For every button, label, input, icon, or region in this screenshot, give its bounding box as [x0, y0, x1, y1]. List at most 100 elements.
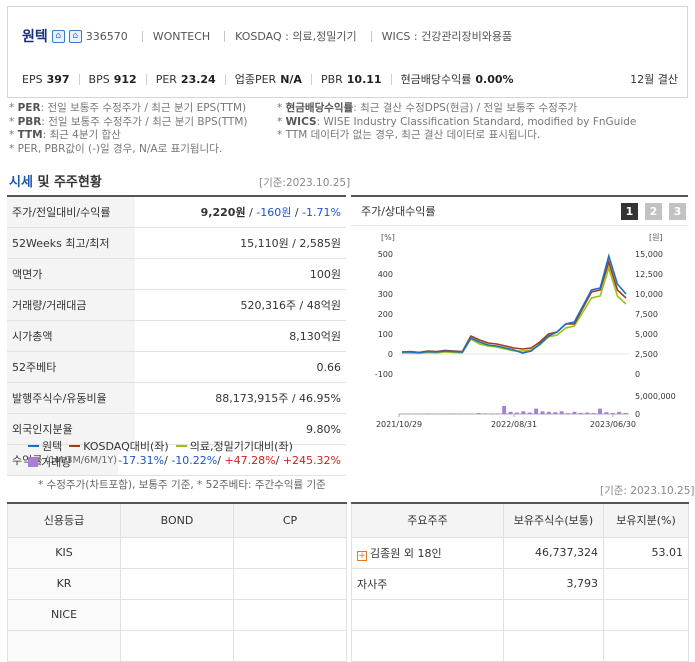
chart-title: 주가/상대수익률: [361, 203, 436, 219]
home-icon[interactable]: ⌂: [52, 30, 65, 43]
holder-shares: [504, 630, 604, 661]
right-tick-label: 12,500: [635, 270, 663, 279]
credit-agency: KIS: [8, 537, 121, 568]
metric-value: 23.24: [181, 73, 216, 86]
series-line: [402, 262, 626, 352]
metric-per: PER 23.24: [156, 73, 216, 86]
price-row-label: 시가총액: [7, 321, 135, 351]
volume-bar: [496, 413, 500, 414]
chart-page-2[interactable]: 2: [645, 203, 662, 220]
holder-name[interactable]: +김종원 외 18인: [352, 537, 504, 568]
market-sector: KOSDAQ : 의료,정밀기기: [235, 28, 356, 44]
volume-bar: [426, 413, 430, 414]
homepage-icon[interactable]: ⌂: [69, 30, 82, 43]
holder-name: [352, 630, 504, 661]
note-line: * WICS: WISE Industry Classification Sta…: [277, 116, 636, 130]
price-row-value: 88,173,915주 / 46.95%: [135, 390, 346, 406]
right-tick-label: 15,000: [635, 250, 663, 259]
metric-value: 10.11: [347, 73, 382, 86]
holder-row: [352, 599, 689, 630]
expand-plus-icon[interactable]: +: [357, 551, 367, 561]
volume-bar: [477, 413, 481, 414]
holder-row: [352, 630, 689, 661]
notes-right: * 현금배당수익률: 최근 결산 수정DPS(현금) / 전일 보통주 수정주가…: [277, 102, 636, 143]
metric-key: PER: [156, 73, 177, 86]
note-line: * PBR: 전일 보통주 수정주가 / 최근 분기 BPS(TTM): [9, 116, 248, 130]
price-row-label: 주가/전일대비/수익률: [7, 197, 135, 227]
price-base-date: [기준:2023.10.25]: [259, 175, 350, 190]
note-line: * PER: 전일 보통주 수정주가 / 최근 분기 EPS(TTM): [9, 102, 248, 116]
price-row-value: 9.80%: [135, 423, 346, 436]
company-title-row: 원텍 ⌂ ⌂ 336570 WONTECH KOSDAQ : 의료,정밀기기 W…: [22, 27, 512, 45]
fiscal-month: 12월 결산: [630, 71, 678, 87]
credit-header: BOND: [121, 503, 234, 537]
volume-bar: [534, 409, 538, 414]
holder-percent: [604, 599, 689, 630]
price-row-label: 52주베타: [7, 352, 135, 382]
price-row-value: 520,316주 / 48억원: [135, 297, 346, 313]
chart-svg: [%][원]5004003002001000-10015,00012,50010…: [351, 226, 688, 436]
metric-value: 0.00%: [475, 73, 513, 86]
credit-row: [8, 630, 347, 661]
volume-bar: [509, 412, 513, 414]
volume-bar: [483, 413, 487, 414]
english-name: WONTECH: [153, 30, 210, 43]
volume-bar: [560, 411, 564, 414]
stock-code: 336570: [86, 30, 128, 43]
left-tick-label: 200: [378, 310, 393, 319]
volume-bar: [579, 413, 583, 414]
wics-sector: WICS : 건강관리장비와용품: [382, 28, 513, 44]
volume-bar: [566, 413, 570, 414]
left-tick-label: 400: [378, 270, 393, 279]
section-title: 시세 및 주주현황: [9, 171, 102, 190]
company-name: 원텍: [22, 26, 48, 46]
volume-bar: [515, 413, 519, 414]
holder-shares: 46,737,324: [504, 537, 604, 568]
holders-header: 보유지분(%): [604, 503, 689, 537]
volume-bar: [611, 413, 615, 414]
price-row-value: 8,130억원: [135, 328, 346, 344]
metric-key: 현금배당수익률: [401, 71, 472, 87]
right-tick-label: 10,000: [635, 290, 663, 299]
price-row-label: 액면가: [7, 259, 135, 289]
volume-tick-label: 5,000,000: [635, 392, 676, 401]
holder-percent: [604, 630, 689, 661]
credit-row: NICE: [8, 599, 347, 630]
note-line: * TTM 데이터가 없는 경우, 최근 결산 데이터로 표시됩니다.: [277, 129, 636, 143]
note-line: * TTM: 최근 4분기 합산: [9, 129, 248, 143]
price-row-value: 100원: [135, 266, 346, 282]
holders-header: 보유주식수(보통): [504, 503, 604, 537]
legend-item: KOSDAQ대비(좌): [69, 438, 168, 454]
credit-agency: KR: [8, 568, 121, 599]
volume-bar: [541, 411, 545, 414]
chart-page-1[interactable]: 1: [621, 203, 638, 220]
credit-header: 신용등급: [8, 503, 121, 537]
chart-page-3[interactable]: 3: [669, 203, 686, 220]
price-row-value: 9,220원 / -160원 / -1.71%: [135, 204, 346, 220]
legend-item: 의료,정밀기기대비(좌): [176, 438, 293, 454]
credit-row: KR: [8, 568, 347, 599]
volume-bar: [489, 413, 493, 414]
volume-bar: [592, 413, 596, 414]
legend-item-volume: 거래량: [28, 454, 71, 470]
right-unit-label: [원]: [649, 233, 663, 242]
volume-bar: [451, 413, 455, 414]
